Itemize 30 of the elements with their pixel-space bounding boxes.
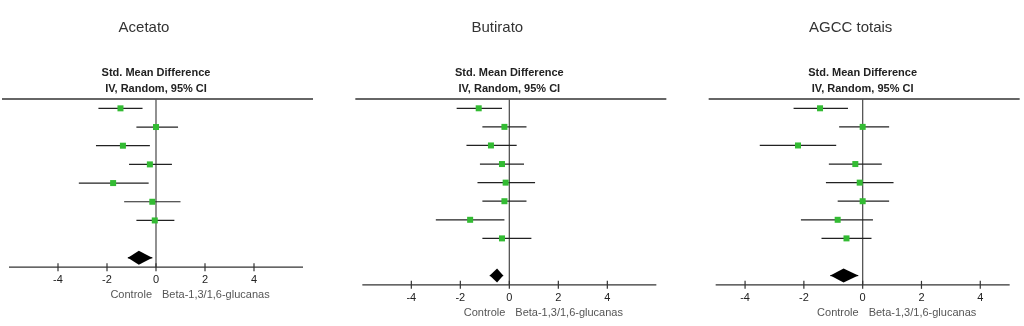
- x-tick-label: 2: [918, 290, 925, 303]
- text: Controle: [817, 305, 859, 318]
- text: Beta-1,3/1,6-glucanas: [868, 305, 977, 318]
- x-tick-label: 0: [859, 290, 866, 303]
- text: Beta-1,3/1,6-glucanas: [162, 288, 271, 301]
- chart-title: Butirato: [471, 18, 524, 35]
- text: Controle: [110, 288, 152, 301]
- x-tick-label: -2: [455, 290, 466, 303]
- text: IV, Random, 95% CI: [458, 82, 561, 94]
- x-tick-label: 2: [555, 290, 562, 303]
- x-tick-label: 0: [506, 290, 513, 303]
- x-tick-label: 4: [250, 273, 258, 286]
- x-tick-label: 0: [152, 273, 160, 286]
- x-tick-label: -4: [740, 290, 750, 303]
- x-tick-label: 2: [201, 273, 209, 286]
- x-tick-label: -2: [798, 290, 809, 303]
- x-tick-label: 4: [604, 290, 611, 303]
- text: Beta-1,3/1,6-glucanas: [515, 305, 624, 318]
- text: IV, Random, 95% CI: [811, 82, 914, 94]
- chart-subtitle: Std. Mean Difference: [808, 66, 918, 78]
- x-tick-label: 4: [977, 290, 984, 303]
- chart-title: AGCC totais: [808, 18, 893, 35]
- chart-subtitle: Std. Mean Difference: [454, 66, 564, 78]
- text: Controle: [463, 305, 506, 318]
- chart-title: Acetato: [118, 18, 170, 35]
- chart-subtitle: Std. Mean Difference: [101, 66, 211, 78]
- text: IV, Random, 95% CI: [105, 82, 207, 94]
- x-tick-label: -4: [406, 290, 417, 303]
- x-tick-label: -4: [53, 273, 63, 286]
- x-tick-label: -2: [102, 273, 112, 286]
